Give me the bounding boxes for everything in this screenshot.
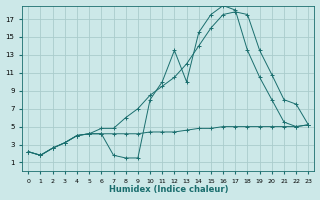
X-axis label: Humidex (Indice chaleur): Humidex (Indice chaleur) — [108, 185, 228, 194]
